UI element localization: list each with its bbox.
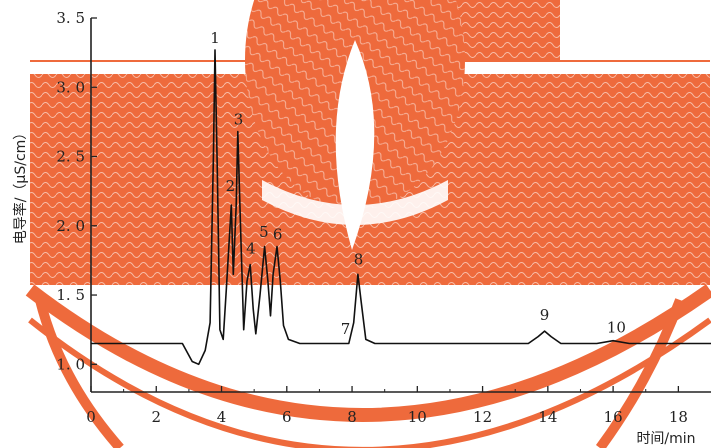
peak-labels: 1 2 3 45 6 7 8 9 10 — [210, 29, 626, 338]
watermark-emblem-icon — [25, 0, 711, 448]
peak-label-4: 4 — [246, 239, 256, 257]
peak-label-8: 8 — [354, 251, 364, 269]
peak-label-2: 2 — [226, 177, 236, 195]
x-axis-title: 时间/min — [636, 431, 695, 447]
peak-label-7: 7 — [341, 320, 351, 338]
x-tick-label: 18 — [669, 408, 688, 426]
y-tick-label: 3. 0 — [56, 78, 85, 96]
x-tick-label: 10 — [408, 408, 427, 426]
x-tick-label: 12 — [473, 408, 492, 426]
x-tick-label: 16 — [604, 408, 623, 426]
x-tick-label: 4 — [217, 408, 227, 426]
x-tick-label: 6 — [282, 408, 292, 426]
y-tick-label: 1. 0 — [56, 355, 85, 373]
peak-label-9: 9 — [540, 306, 550, 324]
axes: 0 2 4 6 8 10 12 14 16 181. 01. 52. 02. 53. 03. 5 — [56, 9, 711, 426]
y-tick-label: 2. 5 — [56, 148, 85, 166]
peak-label-1: 1 — [210, 29, 220, 47]
y-axis-title: 电导率/（μS/cm） — [12, 126, 29, 245]
series-layer — [91, 49, 711, 366]
x-tick-label: 0 — [86, 408, 96, 426]
x-tick-label: 14 — [538, 408, 557, 426]
y-tick-label: 1. 5 — [56, 286, 85, 304]
y-tick-label: 2. 0 — [56, 217, 85, 235]
peak-label-5: 5 — [259, 223, 269, 241]
peak-label-10: 10 — [607, 318, 626, 336]
x-tick-label: 8 — [347, 408, 357, 426]
x-tick-label: 2 — [151, 408, 161, 426]
peak-label-6: 6 — [273, 226, 283, 244]
y-tick-label: 3. 5 — [56, 9, 85, 27]
chromatogram-line — [91, 49, 711, 366]
peak-label-3: 3 — [234, 111, 244, 129]
